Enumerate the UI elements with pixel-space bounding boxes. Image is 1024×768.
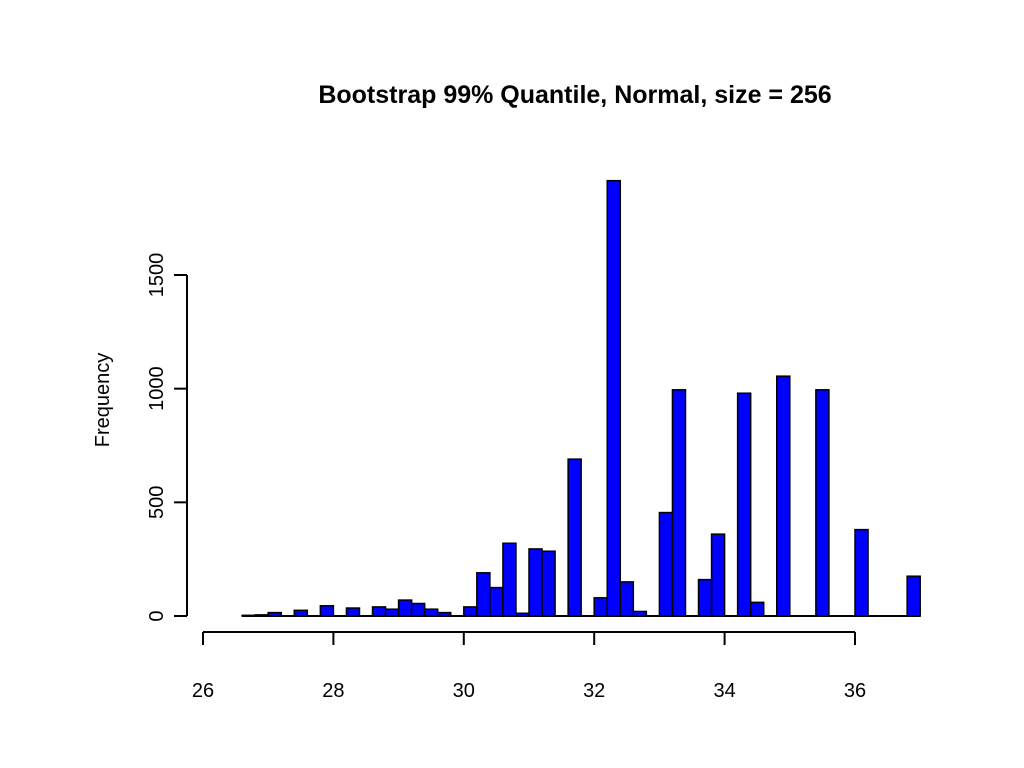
histogram-bar-22 [619, 581, 635, 617]
histogram-bar-17 [528, 548, 543, 617]
histogram-bar-33 [906, 575, 921, 617]
histogram-bar-26 [697, 578, 713, 617]
histogram-bar-20 [593, 597, 608, 617]
x-tick-label-3: 32 [583, 680, 605, 702]
x-tick-label-4: 34 [713, 680, 735, 702]
histogram-bar-9 [410, 602, 426, 617]
y-tick-label-3: 1500 [146, 253, 168, 298]
x-tick-label-1: 28 [322, 680, 344, 702]
histogram-bar-32 [854, 528, 869, 617]
y-tick-label-2: 1000 [146, 366, 168, 411]
histogram-bar-4 [319, 605, 335, 617]
histogram-bar-14 [489, 586, 504, 617]
histogram-bar-15 [502, 542, 517, 617]
histogram-bar-13 [476, 572, 491, 617]
histogram-bar-7 [384, 608, 400, 617]
histogram-bar-12 [463, 606, 478, 617]
histogram-bar-30 [776, 375, 791, 617]
x-tick-label-0: 26 [192, 680, 214, 702]
histogram-bar-25 [671, 389, 687, 617]
histogram-bar-28 [736, 392, 752, 617]
histogram-bar-21 [606, 179, 622, 617]
histogram-bar-8 [397, 599, 413, 617]
histogram-bar-31 [815, 389, 830, 617]
y-axis: 0 500 1000 1500 [146, 253, 188, 622]
x-tick-label-2: 30 [453, 680, 475, 702]
bars-group [241, 179, 921, 617]
y-axis-label: Frequency [92, 353, 114, 448]
chart-title: Bootstrap 99% Quantile, Normal, size = 2… [318, 81, 831, 109]
histogram-bar-27 [710, 533, 726, 617]
histogram-bar-18 [541, 550, 556, 617]
histogram-bar-24 [658, 511, 674, 617]
x-tick-label-5: 36 [844, 680, 866, 702]
y-tick-label-0: 0 [146, 610, 168, 621]
histogram-bar-6 [371, 606, 387, 617]
histogram-bar-10 [423, 608, 439, 617]
histogram-bar-29 [749, 601, 765, 617]
y-tick-label-1: 500 [146, 486, 168, 519]
x-axis: 26 28 30 32 34 36 [192, 631, 866, 702]
histogram-bar-5 [345, 607, 361, 617]
histogram-bar-19 [567, 458, 582, 617]
